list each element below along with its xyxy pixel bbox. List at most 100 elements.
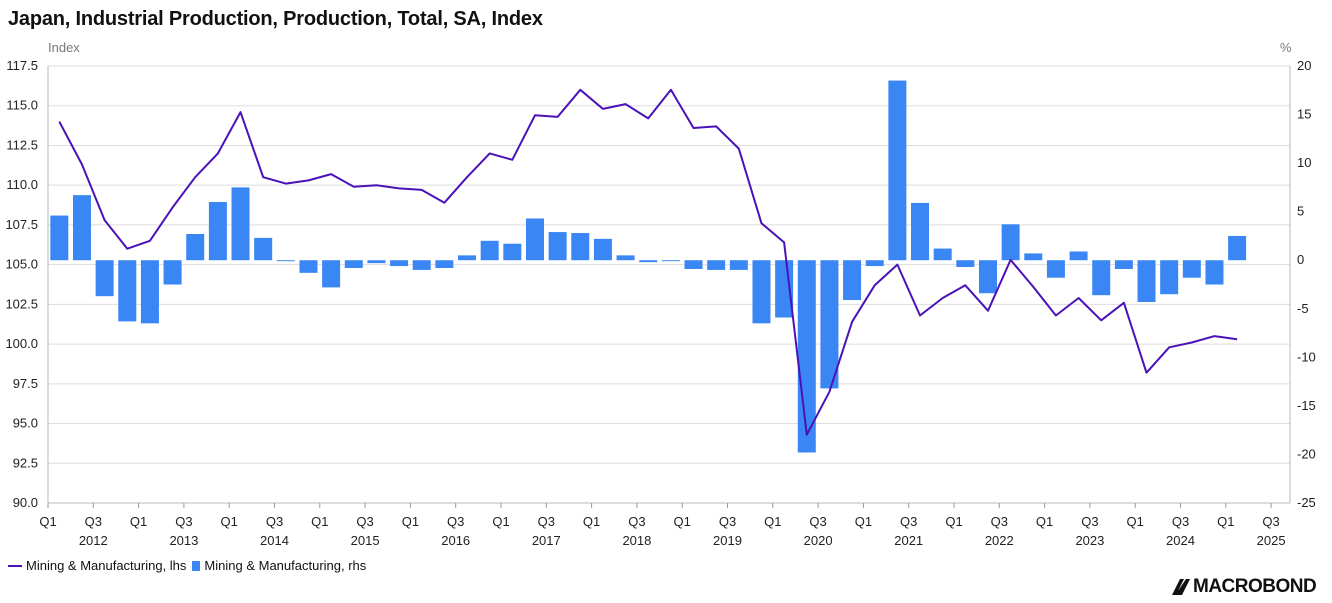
legend-item-line: Mining & Manufacturing, lhs bbox=[8, 558, 186, 573]
left-axis-tick: 112.5 bbox=[6, 137, 38, 152]
x-tick-label: Q3 bbox=[538, 514, 555, 529]
x-year-label: 2020 bbox=[804, 533, 833, 548]
x-tick-label: Q3 bbox=[85, 514, 102, 529]
x-year-label: 2016 bbox=[441, 533, 470, 548]
bar bbox=[661, 260, 680, 262]
x-tick-label: Q1 bbox=[311, 514, 328, 529]
bar bbox=[593, 238, 612, 261]
bar bbox=[254, 237, 273, 261]
x-tick-label: Q1 bbox=[1217, 514, 1234, 529]
x-tick-label: Q3 bbox=[1081, 514, 1098, 529]
legend-line-swatch bbox=[8, 564, 22, 567]
x-tick-label: Q3 bbox=[628, 514, 645, 529]
bar bbox=[503, 243, 522, 261]
series-line bbox=[58, 88, 1238, 436]
bar bbox=[412, 260, 431, 270]
chart-title: Japan, Industrial Production, Production… bbox=[8, 8, 543, 30]
bar bbox=[1137, 260, 1156, 302]
bar bbox=[1046, 260, 1065, 278]
chart-plot: 117.5 115.0 112.5 110.0 107.5 105.0 102.5 100.0… bbox=[5, 58, 1316, 548]
left-axis-tick: 95.0 bbox=[13, 416, 38, 431]
x-tick-label: Q1 bbox=[39, 514, 56, 529]
x-tick-label: Q1 bbox=[855, 514, 872, 529]
bar bbox=[684, 260, 703, 269]
bar bbox=[72, 195, 91, 261]
x-year-label: 2014 bbox=[260, 533, 289, 548]
bar bbox=[1160, 260, 1179, 295]
bar bbox=[978, 260, 997, 294]
bar bbox=[276, 260, 295, 262]
left-axis-tick: 117.5 bbox=[6, 58, 38, 73]
bar bbox=[843, 260, 862, 301]
right-axis-tick: 20 bbox=[1297, 58, 1311, 73]
bar bbox=[95, 260, 114, 297]
bar bbox=[231, 187, 250, 261]
x-tick-label: Q3 bbox=[809, 514, 826, 529]
x-tick-label: Q1 bbox=[1127, 514, 1144, 529]
x-year-label: 2013 bbox=[169, 533, 198, 548]
x-tick-label: Q1 bbox=[402, 514, 419, 529]
legend-bar-swatch bbox=[192, 560, 201, 571]
right-axis-tick: 0 bbox=[1297, 252, 1304, 267]
bar bbox=[865, 260, 884, 267]
right-axis-unit: % bbox=[1280, 40, 1292, 55]
bar bbox=[435, 260, 454, 268]
bar bbox=[888, 80, 907, 261]
bar bbox=[1024, 253, 1043, 261]
x-tick-label: Q3 bbox=[719, 514, 736, 529]
bar bbox=[322, 260, 341, 288]
bar bbox=[820, 260, 839, 389]
x-tick-label: Q3 bbox=[1262, 514, 1279, 529]
bar bbox=[752, 260, 771, 324]
right-axis-tick: -25 bbox=[1297, 495, 1316, 510]
x-year-label: 2017 bbox=[532, 533, 561, 548]
bar bbox=[1092, 260, 1111, 296]
bar bbox=[1182, 260, 1201, 278]
right-axis-tick: -10 bbox=[1297, 349, 1316, 364]
bar bbox=[956, 260, 975, 268]
legend-line-label: Mining & Manufacturing, lhs bbox=[26, 558, 187, 573]
left-axis-tick: 90.0 bbox=[13, 495, 38, 510]
x-tick-label: Q1 bbox=[945, 514, 962, 529]
legend-bar-label: Mining & Manufacturing, rhs bbox=[204, 558, 367, 573]
bar bbox=[299, 260, 318, 273]
right-axis-tick: 10 bbox=[1297, 155, 1311, 170]
x-year-label: 2021 bbox=[894, 533, 923, 548]
right-axis-tick: 5 bbox=[1297, 204, 1304, 219]
bar bbox=[480, 240, 499, 261]
x-tick-label: Q3 bbox=[266, 514, 283, 529]
bar bbox=[458, 255, 477, 261]
bar bbox=[933, 248, 952, 261]
logo-mark-icon bbox=[1172, 579, 1190, 595]
bar bbox=[911, 202, 930, 261]
left-axis-unit: Index bbox=[48, 40, 80, 55]
x-tick-label: Q1 bbox=[674, 514, 691, 529]
bar bbox=[1205, 260, 1224, 285]
bar bbox=[1228, 235, 1247, 261]
x-tick-label: Q3 bbox=[175, 514, 192, 529]
x-year-label: 2012 bbox=[79, 533, 108, 548]
x-year-label: 2015 bbox=[351, 533, 380, 548]
x-year-label: 2025 bbox=[1257, 533, 1286, 548]
right-axis-tick: -5 bbox=[1297, 301, 1309, 316]
bar bbox=[163, 260, 182, 285]
bar bbox=[548, 232, 567, 261]
bar bbox=[50, 215, 69, 261]
bar bbox=[729, 260, 748, 270]
x-tick-label: Q3 bbox=[991, 514, 1008, 529]
bar bbox=[707, 260, 726, 270]
bar bbox=[118, 260, 137, 322]
x-tick-label: Q1 bbox=[583, 514, 600, 529]
legend-item-bar: Mining & Manufacturing, rhs bbox=[192, 558, 366, 573]
x-tick-label: Q3 bbox=[447, 514, 464, 529]
x-tick-label: Q1 bbox=[1036, 514, 1053, 529]
right-axis-tick: 15 bbox=[1297, 107, 1311, 122]
bar bbox=[140, 260, 159, 324]
left-axis-tick: 115.0 bbox=[6, 98, 38, 113]
x-tick-label: Q1 bbox=[130, 514, 147, 529]
x-year-label: 2018 bbox=[622, 533, 651, 548]
left-axis-tick: 110.0 bbox=[6, 177, 38, 192]
logo-text: MACROBOND bbox=[1193, 576, 1317, 597]
left-axis-tick: 100.0 bbox=[5, 336, 38, 351]
x-tick-label: Q3 bbox=[356, 514, 373, 529]
